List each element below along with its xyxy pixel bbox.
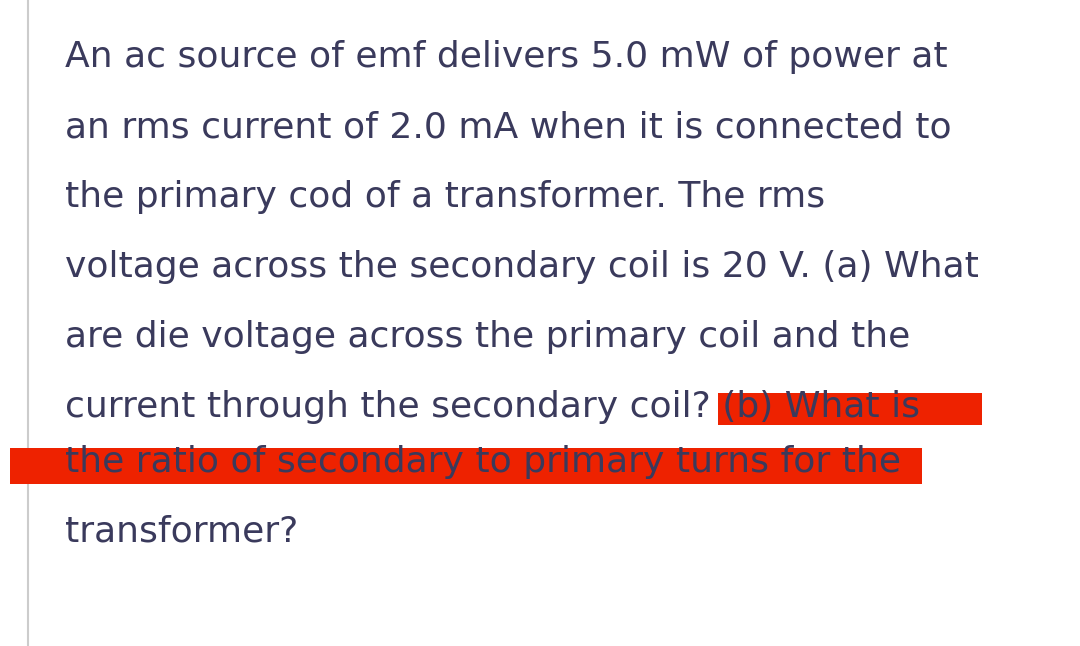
Text: are die voltage across the primary coil and the: are die voltage across the primary coil … [65, 320, 910, 354]
Text: transformer?: transformer? [65, 515, 298, 549]
Text: the primary cod of a transformer. The rms: the primary cod of a transformer. The rm… [65, 180, 825, 214]
Text: an rms current of 2.0 mA when it is connected to: an rms current of 2.0 mA when it is conn… [65, 110, 951, 144]
Text: voltage across the secondary coil is 20 V. (a) What: voltage across the secondary coil is 20 … [65, 250, 978, 284]
Text: the ratio of secondary to primary turns for the: the ratio of secondary to primary turns … [65, 445, 901, 479]
Text: current through the secondary coil? (b) What is: current through the secondary coil? (b) … [65, 390, 920, 424]
Text: An ac source of emf delivers 5.0 mW of power at: An ac source of emf delivers 5.0 mW of p… [65, 40, 947, 74]
Bar [10, 448, 922, 484]
Bar [718, 393, 982, 425]
